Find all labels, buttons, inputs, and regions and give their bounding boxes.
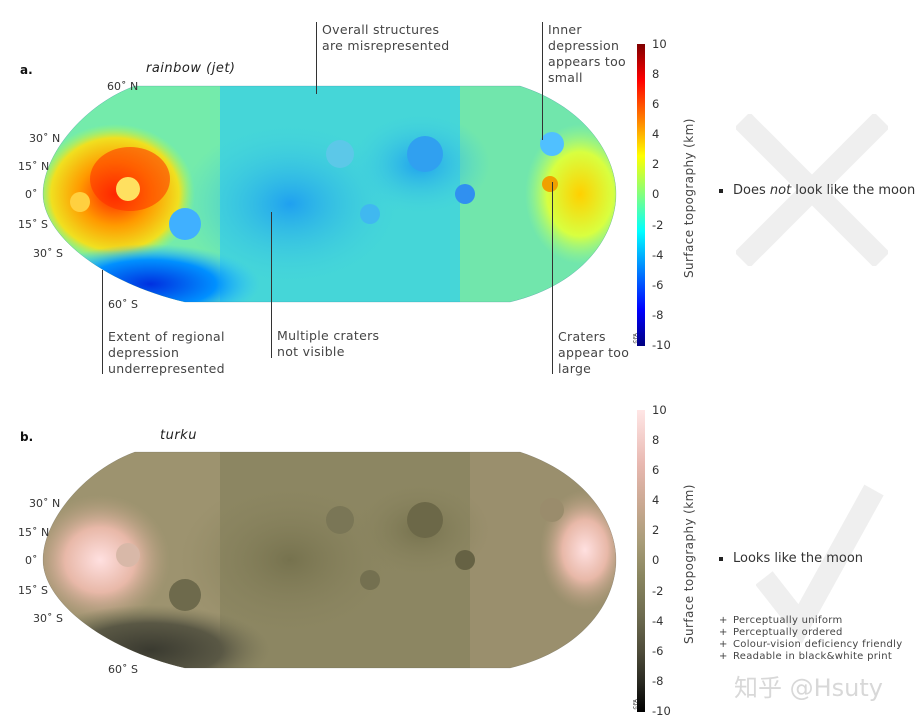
annotation-craters-too-large: Craters appear too large <box>558 329 630 376</box>
annotation-line-bottom-left <box>102 270 103 374</box>
cbar-b-tick: 8 <box>652 433 660 447</box>
lat-label-30s: 30˚ S <box>33 247 63 260</box>
cross-icon <box>736 114 888 266</box>
verdict-not-moon: Does not look like the moon <box>719 183 915 198</box>
colormap-properties-list: + Perceptually uniform + Perceptually orde… <box>719 615 902 663</box>
panel-b-moon-map <box>42 451 617 669</box>
lat-label-30s-b: 30˚ S <box>33 612 63 625</box>
cbar-a-tick: 2 <box>652 157 660 171</box>
cbar-b-tick: 10 <box>652 403 667 417</box>
cbar-a-tick: 4 <box>652 127 660 141</box>
cbar-a-tick: 6 <box>652 97 660 111</box>
lat-label-0: 0˚ <box>25 188 38 201</box>
annotation-overall-structures: Overall structures are misrepresented <box>322 22 450 53</box>
panel-b-letter: b. <box>20 430 34 444</box>
colorbar-b-label: Surface topography (km) <box>682 484 696 644</box>
cbar-a-tick: -6 <box>652 278 664 292</box>
cbar-a-tick: -2 <box>652 218 664 232</box>
colorbar-a-label: Surface topography (km) <box>682 118 696 278</box>
cbar-a-tick: -8 <box>652 308 664 322</box>
annotation-multiple-craters: Multiple craters not visible <box>277 328 380 359</box>
cbar-b-tick: -2 <box>652 584 664 598</box>
property-item: + Colour-vision deficiency friendly <box>719 639 903 650</box>
cbar-b-tick: 4 <box>652 493 660 507</box>
annotation-line-bottom-center <box>271 212 272 358</box>
panel-a-letter: a. <box>20 63 33 77</box>
lat-label-15s-b: 15˚ S <box>18 584 48 597</box>
panel-a-moon-map <box>42 85 617 303</box>
colorbar-jet <box>637 44 645 346</box>
panel-a-colormap-name: rainbow (jet) <box>146 61 236 76</box>
bullet-icon <box>719 188 723 193</box>
cbar-b-tick: -10 <box>652 704 671 718</box>
property-item: + Perceptually ordered <box>719 627 843 638</box>
cbar-a-tick: 8 <box>652 67 660 81</box>
bullet-icon <box>719 556 723 561</box>
property-item: + Readable in black&white print <box>719 651 893 662</box>
cbar-a-tick: -4 <box>652 248 664 262</box>
check-icon <box>756 484 884 644</box>
cbar-b-tick: -4 <box>652 614 664 628</box>
annotation-line-bottom-right <box>552 182 553 374</box>
verdict-looks-like-moon: Looks like the moon <box>719 551 863 566</box>
cbar-b-tick: 2 <box>652 523 660 537</box>
cbar-a-tick: 0 <box>652 187 660 201</box>
cbar-b-tick: -6 <box>652 644 664 658</box>
cbar-a-tick: 10 <box>652 37 667 51</box>
cbar-b-tick: 0 <box>652 553 660 567</box>
lat-label-15n-b: 15˚ N <box>18 526 50 539</box>
colorbar-turku <box>637 410 645 712</box>
cbar-b-tick: -8 <box>652 674 664 688</box>
panel-b-colormap-name: turku <box>160 428 197 443</box>
annotation-extent-regional: Extent of regional depression underrepre… <box>108 329 225 376</box>
colorbar-b-logo: ©FA <box>633 699 639 710</box>
lat-label-60s: 60˚ S <box>108 298 138 311</box>
property-item: + Perceptually uniform <box>719 615 843 626</box>
lat-label-0-b: 0˚ <box>25 554 38 567</box>
lat-label-15n: 15˚ N <box>18 160 50 173</box>
cbar-b-tick: 6 <box>652 463 660 477</box>
annotation-line-top-right <box>542 22 543 140</box>
lat-label-60n: 60˚ N <box>107 80 139 93</box>
colorbar-a-logo: ©FA <box>633 333 639 344</box>
annotation-inner-depression: Inner depression appears too small <box>548 22 627 85</box>
watermark: 知乎 @Hsuty <box>734 674 884 702</box>
annotation-line-top-center <box>316 22 317 94</box>
lat-label-60s-b: 60˚ S <box>108 663 138 676</box>
lat-label-30n: 30˚ N <box>29 132 61 145</box>
lat-label-15s: 15˚ S <box>18 218 48 231</box>
cbar-a-tick: -10 <box>652 338 671 352</box>
lat-label-30n-b: 30˚ N <box>29 497 61 510</box>
